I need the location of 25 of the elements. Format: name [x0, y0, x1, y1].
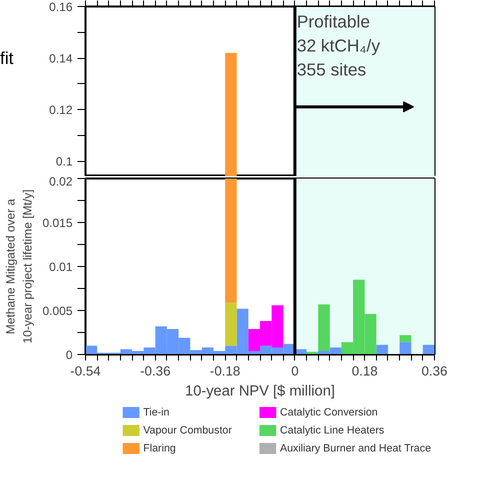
legend-label: Catalytic Conversion: [280, 406, 378, 418]
y-tick-label: 0.01: [49, 260, 73, 274]
x-tick-label: 0.18: [352, 364, 378, 378]
y-tick-label: 0.1: [56, 154, 73, 169]
text: fit: [0, 47, 14, 70]
y-tick-label: 0.12: [49, 103, 73, 118]
x-axis-title: 10-year NPV [$ million]: [185, 384, 335, 400]
annotation: Profitable 32 ktCH₄/y 355 sites: [296, 12, 380, 80]
y-tick-label: 0: [66, 348, 73, 362]
x-tick-label: -0.54: [70, 364, 102, 378]
x-tick-label: -0.18: [210, 364, 240, 378]
y-tick-label: 0.015: [42, 216, 73, 230]
legend-label: Tie-in: [143, 406, 170, 418]
x-tick-label: -0.36: [140, 364, 170, 378]
y-tick-label: 0.16: [49, 0, 73, 14]
legend-label: Vapour Combustor: [143, 424, 232, 436]
x-tick-label: 0.36: [422, 364, 448, 378]
y-tick-label: 0.14: [49, 52, 73, 66]
y-tick-label: 0.02: [49, 174, 73, 188]
legend-label: Catalytic Line Heaters: [280, 424, 384, 436]
y-tick-label: 0.005: [42, 304, 73, 318]
legend-label: Auxiliary Burner and Heat Trace: [280, 442, 432, 454]
x-tick-label: 0: [291, 364, 299, 378]
y-axis-title: Methane Mitigated over a 10-year project lifetime [Mt/y]: [4, 189, 34, 344]
legend-label: Flaring: [143, 442, 176, 454]
